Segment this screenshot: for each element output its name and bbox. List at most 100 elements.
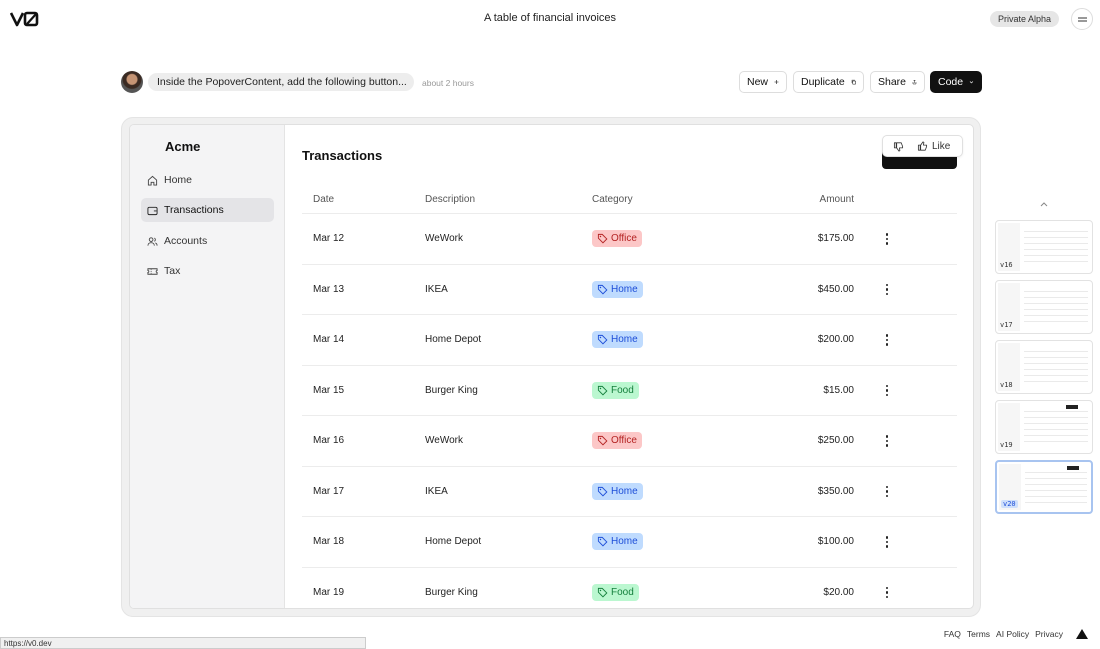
version-thumbnail[interactable]: v18 [995, 340, 1093, 394]
table-header: Date Description Category Amount [302, 185, 957, 214]
nav-item-home[interactable]: Home [141, 168, 274, 192]
thumb-line [1024, 321, 1088, 322]
thumb-line [1024, 411, 1088, 412]
nav-item-label: Accounts [164, 235, 208, 247]
row-category: Home [592, 517, 643, 567]
more-vertical-icon[interactable] [881, 282, 893, 296]
thumb-line [1024, 375, 1088, 376]
menu-icon [1077, 17, 1087, 18]
row-date: Mar 17 [313, 485, 345, 497]
tag-icon [597, 234, 608, 244]
status-url: https://v0.dev [0, 637, 366, 649]
category-badge: Home [592, 331, 643, 349]
chevron-up-icon[interactable] [1039, 200, 1049, 208]
thumb-line [1024, 261, 1088, 262]
row-description: Home Depot [425, 536, 482, 548]
code-button[interactable]: Code [930, 71, 982, 93]
row-amount: $175.00 [817, 233, 854, 245]
table-row: Mar 16 WeWork Office $250.00 [302, 416, 957, 467]
version-thumbnail[interactable]: v19 [995, 400, 1093, 454]
tag-icon [597, 436, 608, 446]
row-amount: $250.00 [817, 435, 854, 447]
new-button[interactable]: New [739, 71, 787, 93]
thumb-button [1067, 466, 1079, 470]
version-thumbnail[interactable]: v20 [995, 460, 1093, 514]
preview-app: Acme Home Transactions Accounts Tax Tran… [129, 124, 974, 609]
dislike-button[interactable] [883, 141, 913, 152]
version-thumbnail[interactable]: v17 [995, 280, 1093, 334]
wallet-icon [147, 206, 158, 215]
version-label: v19 [1000, 441, 1013, 449]
column-header-description[interactable]: Description [425, 194, 476, 205]
nav-item-tax[interactable]: Tax [141, 259, 274, 283]
thumb-button [1066, 405, 1078, 409]
chevron-down-icon [969, 81, 974, 84]
category-badge: Food [592, 381, 639, 399]
row-date: Mar 15 [313, 384, 345, 396]
more-vertical-icon[interactable] [881, 535, 893, 549]
column-header-category[interactable]: Category [592, 194, 633, 205]
tag-icon [597, 284, 608, 295]
nav-item-transactions[interactable]: Transactions [141, 198, 274, 222]
more-vertical-icon[interactable] [881, 333, 893, 347]
thumb-line [1024, 381, 1088, 382]
more-vertical-icon[interactable] [881, 484, 893, 498]
footer-link-faq[interactable]: FAQ [943, 629, 961, 639]
category-label: Office [611, 233, 637, 245]
thumb-sidebar [998, 283, 1020, 331]
table-row: Mar 12 WeWork Office $175.00 [302, 214, 957, 265]
duplicate-button[interactable]: Duplicate [793, 71, 864, 93]
table-row: Mar 17 IKEA Home $350.00 [302, 467, 957, 517]
tag-icon [597, 385, 608, 396]
thumb-line [1024, 441, 1088, 442]
thumb-line [1025, 490, 1087, 491]
footer-link-ai-policy[interactable]: AI Policy [996, 629, 1030, 639]
nav-item-label: Home [164, 174, 193, 186]
thumb-sidebar [998, 343, 1020, 391]
category-label: Home [611, 334, 638, 346]
thumb-line [1025, 478, 1087, 479]
like-button[interactable]: Like [913, 141, 962, 152]
share-button[interactable]: Share [870, 71, 925, 93]
more-vertical-icon[interactable] [881, 434, 893, 448]
row-date: Mar 14 [313, 334, 345, 346]
row-date: Mar 19 [313, 586, 345, 598]
footer-link-privacy[interactable]: Privacy [1035, 629, 1063, 639]
thumb-sidebar [999, 464, 1021, 510]
tag-icon [597, 587, 608, 598]
thumb-line [1024, 351, 1088, 352]
like-label: Like [932, 140, 951, 152]
thumb-line [1025, 502, 1087, 503]
v0-logo[interactable] [10, 10, 40, 28]
category-label: Home [611, 283, 638, 295]
row-amount: $15.00 [823, 384, 854, 396]
table-body: Mar 12 WeWork Office $175.00 Mar 13 IKEA Home $… [302, 214, 957, 609]
column-header-amount[interactable]: Amount [819, 194, 854, 205]
footer-link-terms[interactable]: Terms [966, 629, 991, 639]
nav-item-accounts[interactable]: Accounts [141, 229, 274, 253]
version-thumbnail[interactable]: v16 [995, 220, 1093, 274]
more-vertical-icon[interactable] [881, 383, 893, 397]
table-row: Mar 19 Burger King Food $20.00 [302, 568, 957, 609]
transactions-title: Transactions [302, 148, 383, 163]
row-date: Mar 16 [313, 435, 345, 447]
row-amount: $350.00 [817, 485, 854, 497]
prompt-message[interactable]: Inside the PopoverContent, add the follo… [148, 73, 414, 91]
thumb-line [1024, 291, 1088, 292]
version-label: v20 [1001, 500, 1018, 508]
code-button-label: Code [938, 76, 964, 88]
new-button-label: New [747, 76, 769, 88]
column-header-date[interactable]: Date [313, 194, 335, 205]
private-alpha-badge: Private Alpha [990, 11, 1060, 27]
thumb-sidebar [998, 223, 1020, 271]
user-avatar[interactable] [121, 71, 143, 93]
vercel-logo[interactable] [1076, 629, 1088, 639]
table-row: Mar 13 IKEA Home $450.00 [302, 265, 957, 315]
more-vertical-icon[interactable] [881, 585, 893, 599]
menu-button[interactable] [1071, 8, 1093, 30]
more-vertical-icon[interactable] [881, 232, 893, 246]
row-description: IKEA [425, 485, 448, 497]
category-label: Food [611, 384, 634, 396]
table-row: Mar 14 Home Depot Home $200.00 [302, 315, 957, 366]
thumb-line [1024, 429, 1088, 430]
